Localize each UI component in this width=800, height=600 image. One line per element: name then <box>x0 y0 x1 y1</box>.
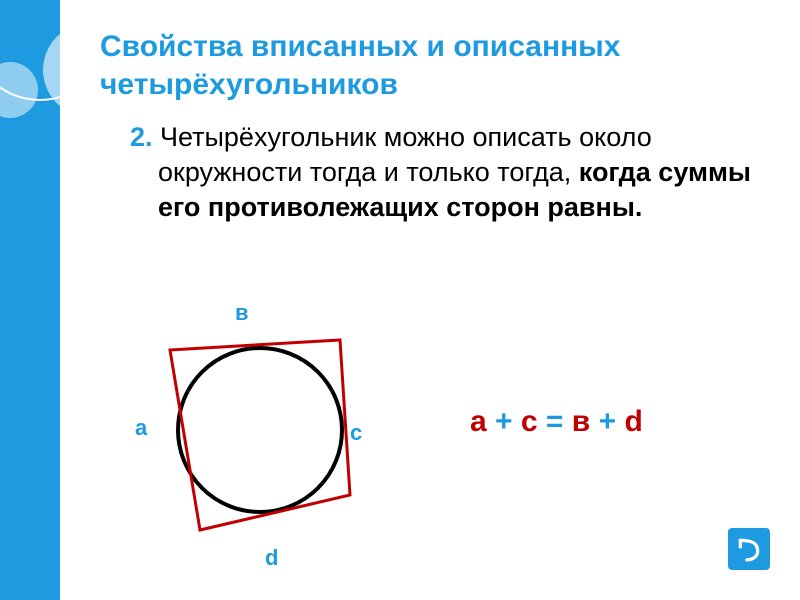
label-right: с <box>350 420 362 446</box>
theorem-number: 2. <box>130 122 153 152</box>
quadrilateral <box>170 340 350 530</box>
return-button[interactable] <box>728 528 770 570</box>
return-icon <box>736 536 762 562</box>
label-left: а <box>135 415 147 441</box>
formula-c: с <box>521 405 538 438</box>
theorem-part1: Четырёхугольник можно описать около окру… <box>153 122 652 187</box>
inscribed-circle <box>178 348 342 512</box>
formula: а + с = в + d <box>470 405 643 439</box>
label-top: в <box>235 300 249 326</box>
formula-b: в <box>572 405 590 438</box>
theorem-text: 2. Четырёхугольник можно описать около о… <box>130 120 770 225</box>
label-bottom: d <box>265 545 278 571</box>
formula-eq: = <box>538 405 572 438</box>
formula-d: d <box>624 405 642 438</box>
formula-a: а <box>470 405 487 438</box>
formula-plus1: + <box>487 405 521 438</box>
slide-title: Свойства вписанных и описанных четырёхуг… <box>100 28 750 103</box>
formula-plus2: + <box>590 405 624 438</box>
